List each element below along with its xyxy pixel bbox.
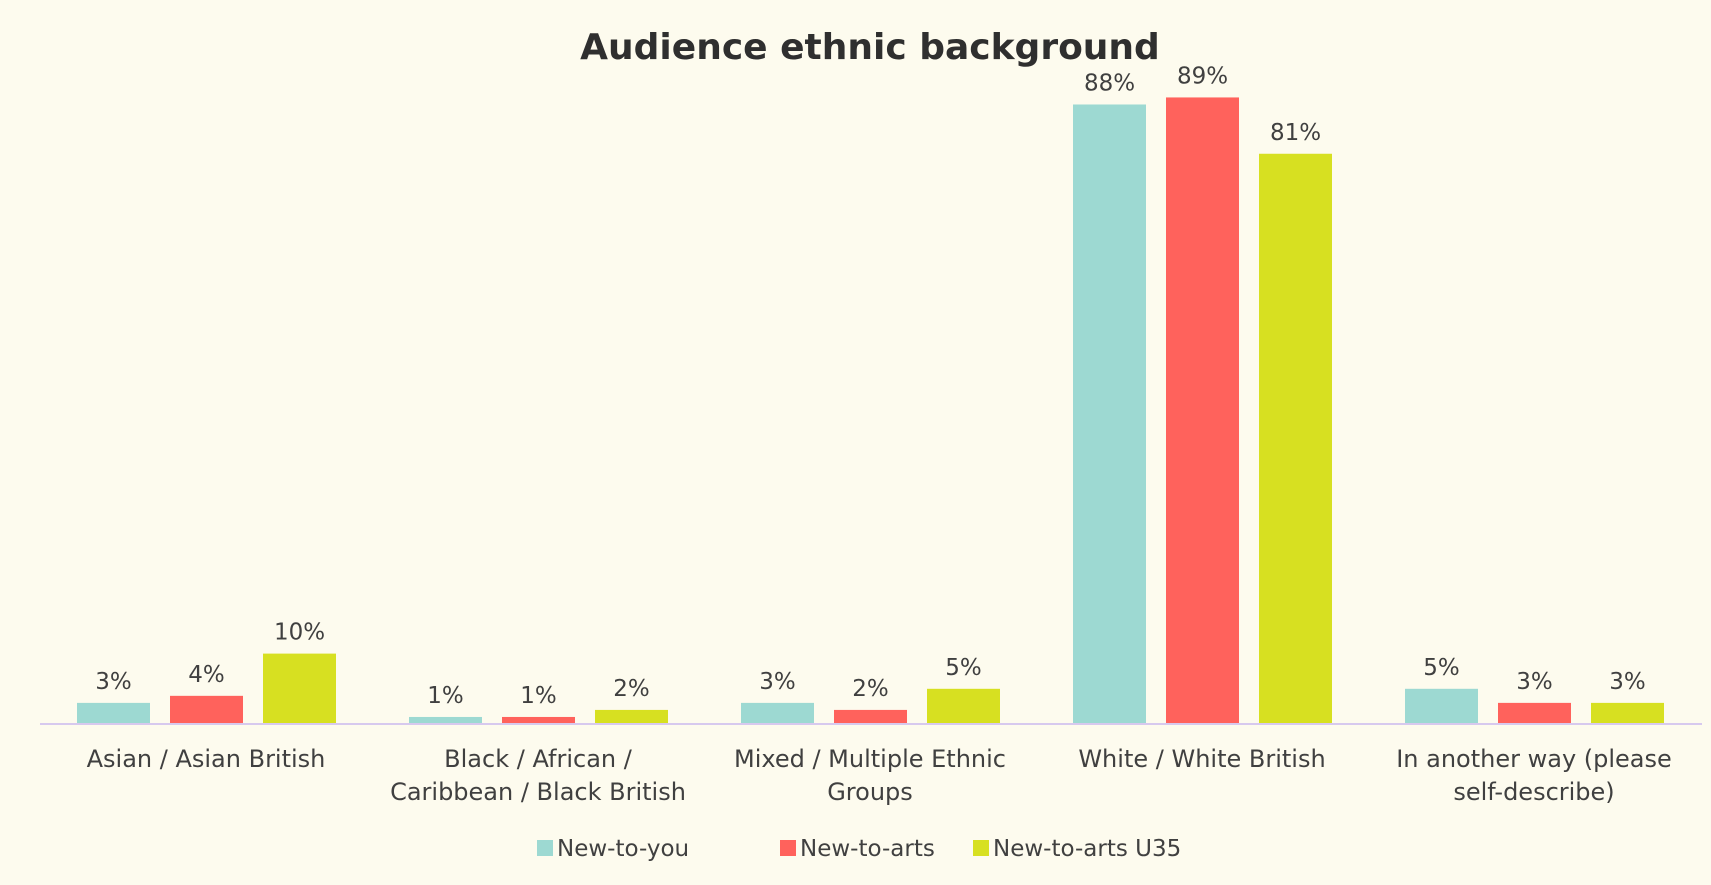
bar-new-to-you-4 <box>1405 688 1478 724</box>
category-label: Caribbean / Black British <box>390 778 686 806</box>
data-label: 4% <box>188 662 225 688</box>
category-label: self-describe) <box>1453 778 1614 806</box>
data-label: 88% <box>1084 70 1135 96</box>
bar-new-to-you-3 <box>1073 104 1146 725</box>
legend-swatch <box>537 840 553 856</box>
bar-new-to-arts-4 <box>1498 702 1571 724</box>
bar-new-to-arts-u35-4 <box>1591 702 1664 724</box>
data-label: 2% <box>613 676 650 702</box>
bar-new-to-arts-0 <box>170 695 243 724</box>
data-label: 3% <box>1516 669 1553 695</box>
category-labels-layer: Asian / Asian British Black / African / Ca… <box>87 745 1672 806</box>
bar-new-to-arts-u35-3 <box>1259 153 1332 724</box>
bar-new-to-arts-2 <box>834 709 907 724</box>
data-label: 3% <box>759 669 796 695</box>
bar-new-to-arts-u35-1 <box>595 709 668 724</box>
data-label: 3% <box>1609 669 1646 695</box>
bar-new-to-arts-1 <box>502 716 575 724</box>
data-label: 5% <box>1423 655 1460 681</box>
legend-swatch <box>780 840 796 856</box>
bar-new-to-arts-u35-0 <box>263 653 336 724</box>
data-label: 5% <box>945 655 982 681</box>
bar-new-to-arts-3 <box>1166 97 1239 724</box>
bars-layer <box>77 97 1664 725</box>
category-label: Asian / Asian British <box>87 745 326 773</box>
chart-title: Audience ethnic background <box>580 27 1160 68</box>
data-label: 1% <box>427 683 464 709</box>
category-label: White / White British <box>1078 745 1325 773</box>
bar-new-to-you-1 <box>409 716 482 724</box>
category-label: Groups <box>827 778 913 806</box>
legend-swatch <box>973 840 989 856</box>
category-label: Mixed / Multiple Ethnic <box>734 745 1006 773</box>
bar-new-to-arts-u35-2 <box>927 688 1000 724</box>
category-label: In another way (please <box>1396 745 1672 773</box>
legend-label: New-to-arts U35 <box>993 836 1181 862</box>
legend-label: New-to-arts <box>800 836 935 862</box>
data-labels-layer: 3% 4% 10% 1% 1% 2% 3% 2% 5% 88% 89% 81% 5% 3% 3% <box>95 63 1646 709</box>
data-label: 81% <box>1270 120 1321 146</box>
legend-label: New-to-you <box>557 836 689 862</box>
data-label: 10% <box>274 620 325 646</box>
data-label: 89% <box>1177 63 1228 89</box>
data-label: 2% <box>852 676 889 702</box>
bar-new-to-you-2 <box>741 702 814 724</box>
data-label: 3% <box>95 669 132 695</box>
legend: New-to-you New-to-arts New-to-arts U35 <box>537 836 1181 862</box>
data-label: 1% <box>520 683 557 709</box>
bar-new-to-you-0 <box>77 702 150 724</box>
category-label: Black / African / <box>444 745 633 773</box>
